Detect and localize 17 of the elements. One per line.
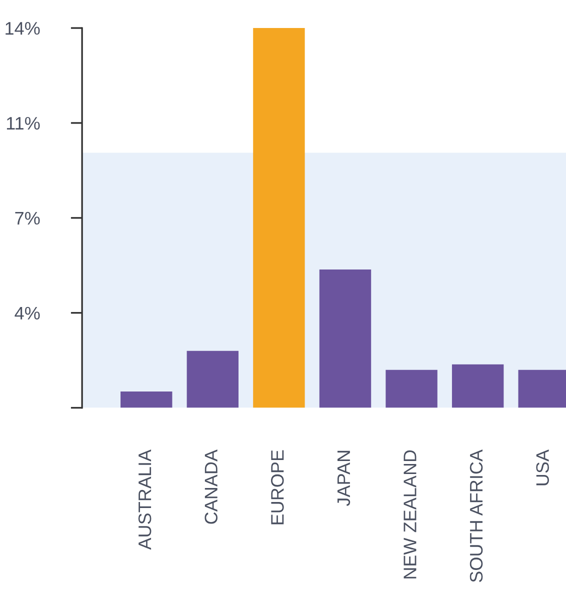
x-tick-label: NEW ZEALAND (404, 450, 416, 578)
bar (120, 392, 172, 408)
y-tick-label: 11% (6, 116, 40, 130)
bar (186, 350, 239, 408)
x-tick-label: USA (536, 449, 549, 486)
x-tick-label: CANADA (204, 450, 218, 524)
bar (319, 269, 372, 408)
y-tick-label: 7% (15, 212, 40, 225)
x-tick-label: AUSTRALIA (138, 449, 152, 550)
y-tick-label: 14% (6, 22, 40, 35)
bar (386, 370, 438, 408)
x-tick-label: EUROPE (271, 450, 284, 524)
bar (253, 28, 305, 408)
y-tick-label: 4% (14, 306, 40, 320)
bar (452, 364, 504, 408)
x-tick-label: SOUTH AFRICA (470, 449, 483, 582)
x-tick-label: JAPAN (337, 450, 350, 506)
